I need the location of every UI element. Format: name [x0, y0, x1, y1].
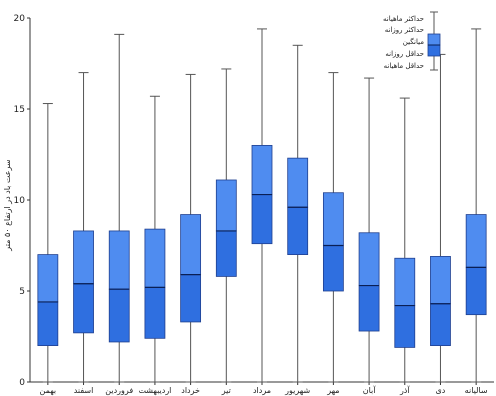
box-upper-0: [37, 254, 59, 303]
x-tick-label-5: تیر: [221, 386, 231, 395]
x-tick-label-8: مهر: [326, 386, 339, 395]
y-tick-label-4: 20: [14, 14, 26, 24]
box-lower-11: [430, 303, 451, 346]
y-tick-label-3: 15: [14, 105, 25, 115]
box-lower-6: [251, 194, 273, 245]
box-upper-10: [394, 257, 416, 306]
x-tick-label-1: اسفند: [74, 386, 94, 395]
box-lower-3: [144, 286, 166, 339]
box-lower-12: [465, 266, 487, 316]
legend-entry-2: میانگین: [403, 37, 425, 46]
x-tick-label-0: بهمن: [40, 386, 57, 395]
box-upper-1: [73, 230, 94, 285]
labels: 0 5 10 15 20 بهمن اسفند فروردین اردیبهشت خرداد تیر…: [14, 14, 488, 395]
y-tick-label-2: 10: [14, 196, 26, 206]
legend-entry-4: حداقل ماهیانه: [384, 62, 424, 70]
box-upper-5: [215, 179, 237, 232]
y-axis-label: سرعت باد در ارتفاع ۵۰ متر: [3, 159, 12, 252]
x-tick-label-6: مرداد: [253, 386, 271, 395]
box-upper-6: [251, 144, 273, 195]
y-tick-label-0: 0: [19, 378, 25, 388]
x-tick-label-7: شهریور: [284, 386, 310, 395]
legend-box-upper: [427, 33, 441, 46]
box-upper-11: [430, 256, 451, 305]
box-lower-0: [37, 301, 59, 347]
box-lower-8: [322, 245, 344, 292]
box-upper-7: [287, 157, 309, 208]
x-tick-label-2: فروردین: [105, 386, 133, 395]
box-lower-2: [108, 288, 130, 343]
box-lower-4: [180, 274, 202, 323]
box-upper-4: [180, 214, 202, 276]
legend-entry-1: حداکثر روزانه: [385, 26, 424, 34]
box-lower-7: [287, 206, 309, 255]
legend: حداکثر ماهیانه حداکثر روزانه میانگین حداقل …: [383, 11, 441, 71]
box-lower-1: [73, 283, 94, 334]
x-tick-label-4: خرداد: [181, 386, 200, 395]
x-tick-label-10: آذر: [399, 385, 410, 395]
box-lower-9: [358, 285, 380, 332]
legend-entry-3: حداقل روزانه: [385, 50, 424, 58]
x-tick-label-3: اردیبهشت: [138, 386, 171, 395]
x-tick-label-12: سالیانه: [465, 386, 488, 395]
legend-entry-0: حداکثر ماهیانه: [383, 15, 424, 23]
box-lower-5: [215, 230, 237, 277]
box-upper-9: [358, 232, 380, 286]
boxes: [37, 28, 487, 383]
box-upper-12: [465, 214, 487, 268]
box-upper-3: [144, 228, 166, 288]
box-upper-8: [322, 192, 344, 246]
x-tick-label-11: دی: [436, 386, 446, 395]
y-tick-label-1: 5: [19, 287, 25, 297]
box-lower-10: [394, 305, 416, 348]
legend-box-lower: [427, 44, 441, 57]
x-tick-label-9: آبان: [363, 385, 377, 395]
box-upper-2: [108, 230, 130, 290]
